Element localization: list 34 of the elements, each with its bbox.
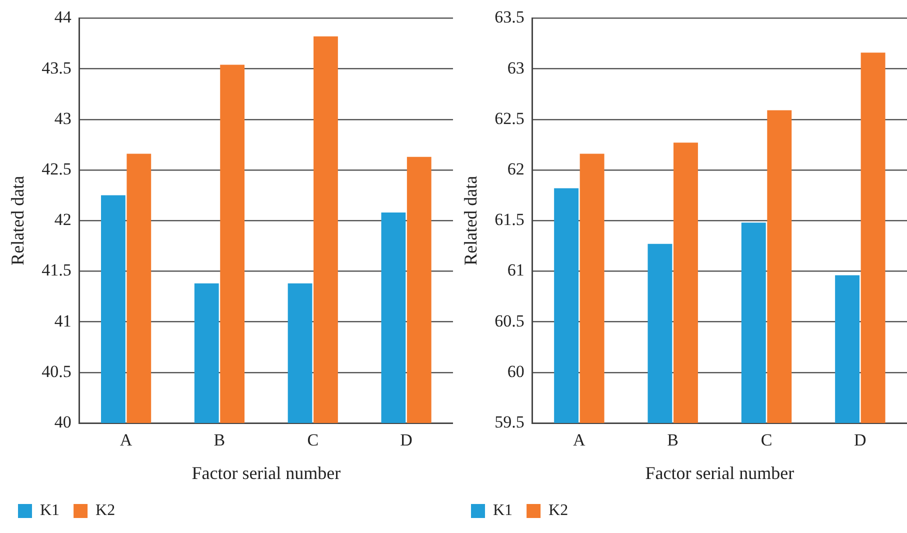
x-tick-label: D — [854, 430, 866, 450]
x-tick-label: C — [760, 430, 772, 450]
y-tick-label: 43 — [54, 108, 72, 128]
y-tick-label: 40.5 — [42, 362, 72, 381]
y-tick-label: 41.5 — [42, 260, 72, 280]
x-tick-label: A — [120, 430, 133, 450]
legend-label: K1 — [493, 502, 513, 520]
x-axis-title: Factor serial number — [192, 462, 341, 483]
y-tick-label: 62 — [507, 159, 524, 178]
x-tick-label: C — [307, 430, 319, 450]
legend-label: K1 — [40, 502, 60, 520]
y-tick-label: 61 — [507, 260, 524, 280]
legend-label: K2 — [96, 502, 116, 520]
y-tick-label: 60.5 — [494, 311, 524, 330]
y-tick-label: 44 — [54, 8, 72, 27]
x-axis-title: Factor serial number — [645, 462, 794, 483]
legend-label: K2 — [548, 502, 568, 520]
y-tick-label: 40 — [54, 412, 72, 432]
x-tick-label: B — [667, 430, 679, 450]
y-tick-label: 63 — [507, 58, 524, 78]
y-tick-label: 41 — [54, 311, 72, 330]
x-tick-label: D — [400, 430, 412, 450]
y-tick-label: 63.5 — [494, 8, 524, 27]
y-tick-label: 42.5 — [42, 159, 72, 178]
y-tick-label: 42 — [54, 210, 72, 230]
y-tick-label: 60 — [507, 362, 524, 381]
x-tick-label: A — [573, 430, 586, 450]
y-tick-label: 59.5 — [494, 412, 524, 432]
y-tick-label: 61.5 — [494, 210, 524, 230]
y-tick-label: 43.5 — [42, 58, 72, 78]
x-tick-label: B — [214, 430, 226, 450]
y-tick-label: 62.5 — [494, 108, 524, 128]
y-axis-title: Related data — [460, 176, 481, 266]
y-axis-title: Related data — [8, 176, 28, 266]
